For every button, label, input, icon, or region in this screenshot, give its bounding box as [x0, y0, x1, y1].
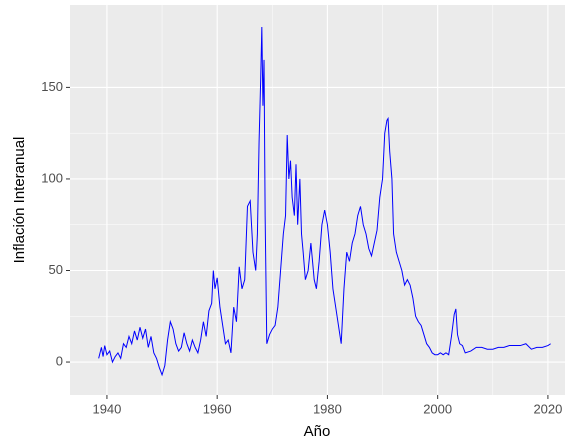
x-tick-label: 1960: [203, 401, 232, 416]
line-series: [98, 26, 551, 377]
x-tick-label: 2020: [533, 401, 562, 416]
x-axis-title: Año: [304, 423, 331, 440]
y-tick-label: 50: [49, 262, 63, 277]
x-tick-label: 1980: [313, 401, 342, 416]
panel: [70, 5, 565, 395]
y-axis-title: Inflación Interanual: [11, 137, 28, 264]
x-tick-label: 2000: [423, 401, 452, 416]
y-tick-label: 0: [56, 353, 63, 368]
x-tick-label: 1940: [92, 401, 121, 416]
y-tick-label: 150: [41, 79, 63, 94]
y-tick-label: 100: [41, 170, 63, 185]
